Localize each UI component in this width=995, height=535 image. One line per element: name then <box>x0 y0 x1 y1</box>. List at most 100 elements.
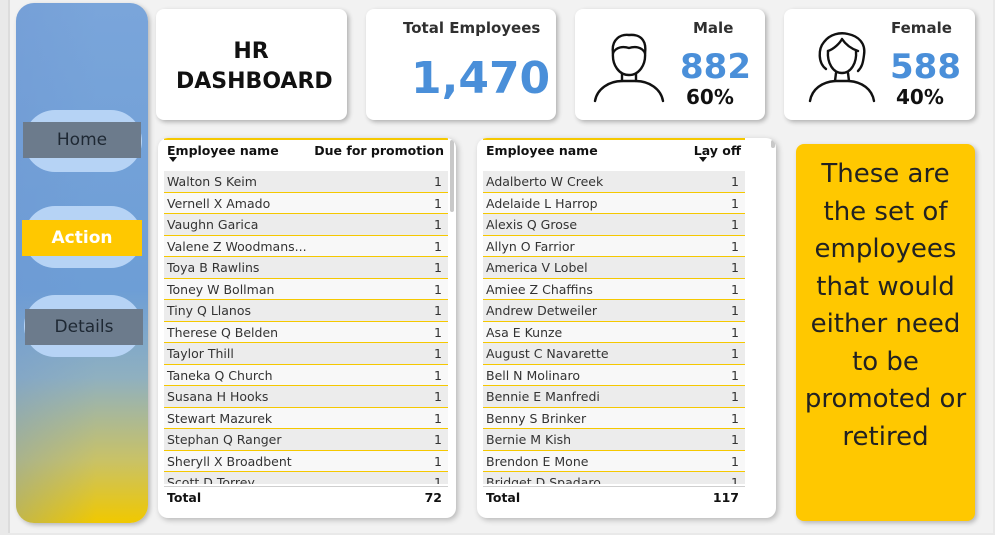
layoff-col-name[interactable]: Employee name <box>486 143 598 158</box>
table-row[interactable]: Amiee Z Chaffins 1 <box>483 278 745 300</box>
sort-desc-icon[interactable] <box>699 157 707 162</box>
promotion-scrollbar[interactable] <box>450 140 454 212</box>
employee-name-cell: Taneka Q Church <box>167 367 273 383</box>
title-card: HR DASHBOARD <box>156 9 347 120</box>
table-row[interactable]: Walton S Keim 1 <box>164 171 448 193</box>
value-cell: 1 <box>434 217 442 232</box>
value-cell: 1 <box>434 453 442 469</box>
info-note-text: These are the set of employees that woul… <box>804 159 967 452</box>
employee-name-cell: Bridget D Spadaro <box>486 475 601 484</box>
promotion-table: Employee name Due for promotion Walton S… <box>158 138 456 518</box>
dashboard-title: HR DASHBOARD <box>176 39 333 94</box>
employee-name-cell: Toya B Rawlins <box>167 260 260 275</box>
table-row[interactable]: Alexis Q Grose 1 <box>483 214 745 236</box>
table-row[interactable]: Vernell X Amado 1 <box>164 192 448 214</box>
table-row[interactable]: Brendon E Mone 1 <box>483 450 745 472</box>
table-row[interactable]: Tiny Q Llanos 1 <box>164 300 448 322</box>
employee-name-cell: Asa E Kunze <box>486 324 563 340</box>
nav-details-button[interactable]: Details <box>25 309 143 345</box>
table-row[interactable]: Benny S Brinker 1 <box>483 407 745 429</box>
employee-name-cell: Stewart Mazurek <box>167 410 273 426</box>
employee-name-cell: Bell N Molinaro <box>486 367 580 383</box>
value-cell: 1 <box>434 238 442 254</box>
nav-action-button[interactable]: Action <box>22 220 142 256</box>
table-row[interactable]: Susana H Hooks 1 <box>164 386 448 408</box>
promotion-total-value: 72 <box>424 490 442 505</box>
table-row[interactable]: Taneka Q Church 1 <box>164 364 448 386</box>
layoff-scrollbar[interactable] <box>771 140 775 148</box>
promotion-total-row: Total 72 <box>164 486 448 508</box>
table-row[interactable]: Adalberto W Creek 1 <box>483 171 745 193</box>
table-row[interactable]: August C Navarette 1 <box>483 343 745 365</box>
employee-name-cell: America V Lobel <box>486 260 588 275</box>
layoff-total-value: 117 <box>712 490 739 505</box>
table-row[interactable]: Scott D Torrey 1 <box>164 472 448 484</box>
employee-name-cell: Vernell X Amado <box>167 195 271 211</box>
value-cell: 1 <box>434 324 442 340</box>
table-row[interactable]: Therese Q Belden 1 <box>164 321 448 343</box>
value-cell: 1 <box>731 346 739 361</box>
value-cell: 1 <box>434 432 442 447</box>
promotion-col-name[interactable]: Employee name <box>167 143 279 158</box>
table-row[interactable]: Taylor Thill 1 <box>164 343 448 365</box>
value-cell: 1 <box>731 367 739 383</box>
male-label: Male <box>693 19 734 37</box>
employee-name-cell: Brendon E Mone <box>486 453 589 469</box>
employee-name-cell: Susana H Hooks <box>167 389 269 404</box>
value-cell: 1 <box>434 346 442 361</box>
value-cell: 1 <box>434 367 442 383</box>
employee-name-cell: Valene Z Woodmans... <box>167 238 307 254</box>
table-row[interactable]: Allyn O Farrior 1 <box>483 235 745 257</box>
table-row[interactable]: Bell N Molinaro 1 <box>483 364 745 386</box>
employee-name-cell: August C Navarette <box>486 346 609 361</box>
value-cell: 1 <box>731 195 739 211</box>
female-card: Female 588 40% <box>784 9 975 120</box>
table-row[interactable]: Andrew Detweiler 1 <box>483 300 745 322</box>
employee-name-cell: Vaughn Garica <box>167 217 259 232</box>
value-cell: 1 <box>434 260 442 275</box>
total-employees-value: 1,470 <box>411 53 551 104</box>
nav-home-button[interactable]: Home <box>23 122 141 158</box>
table-row[interactable]: Sheryll X Broadbent 1 <box>164 450 448 472</box>
layoff-total-label: Total <box>486 490 521 505</box>
employee-name-cell: Walton S Keim <box>167 174 257 189</box>
employee-name-cell: Adalberto W Creek <box>486 174 604 189</box>
table-row[interactable]: Toya B Rawlins 1 <box>164 257 448 279</box>
table-row[interactable]: Bernie M Kish 1 <box>483 429 745 451</box>
table-row[interactable]: Toney W Bollman 1 <box>164 278 448 300</box>
male-avatar-icon <box>593 33 665 103</box>
sort-desc-icon[interactable] <box>169 157 177 162</box>
value-cell: 1 <box>434 281 442 297</box>
promotion-table-rows: Walton S Keim 1 Vernell X Amado 1 Vaughn Gar… <box>164 171 448 484</box>
table-row[interactable]: Stephan Q Ranger 1 <box>164 429 448 451</box>
value-cell: 1 <box>434 475 442 484</box>
value-cell: 1 <box>731 217 739 232</box>
value-cell: 1 <box>731 475 739 484</box>
layoff-table-rows: Adalberto W Creek 1 Adelaide L Harrop 1 Alex… <box>483 171 745 484</box>
layoff-table: Employee name Lay off Adalberto W Creek 1… <box>477 138 776 518</box>
male-card: Male 882 60% <box>575 9 765 120</box>
table-row[interactable]: America V Lobel 1 <box>483 257 745 279</box>
employee-name-cell: Bennie E Manfredi <box>486 389 600 404</box>
table-row[interactable]: Bennie E Manfredi 1 <box>483 386 745 408</box>
employee-name-cell: Taylor Thill <box>167 346 234 361</box>
value-cell: 1 <box>731 303 739 318</box>
employee-name-cell: Sheryll X Broadbent <box>167 453 292 469</box>
table-row[interactable]: Bridget D Spadaro 1 <box>483 472 745 484</box>
value-cell: 1 <box>731 324 739 340</box>
value-cell: 1 <box>731 174 739 189</box>
layoff-col-value[interactable]: Lay off <box>693 143 741 158</box>
employee-name-cell: Andrew Detweiler <box>486 303 598 318</box>
male-percent: 60% <box>686 85 734 109</box>
table-row[interactable]: Stewart Mazurek 1 <box>164 407 448 429</box>
table-row[interactable]: Valene Z Woodmans... 1 <box>164 235 448 257</box>
promotion-total-label: Total <box>167 490 202 505</box>
employee-name-cell: Adelaide L Harrop <box>486 195 598 211</box>
table-row[interactable]: Adelaide L Harrop 1 <box>483 192 745 214</box>
female-value: 588 <box>890 47 961 87</box>
total-employees-label: Total Employees <box>403 19 541 37</box>
table-row[interactable]: Vaughn Garica 1 <box>164 214 448 236</box>
promotion-col-value[interactable]: Due for promotion <box>314 143 444 158</box>
table-row[interactable]: Asa E Kunze 1 <box>483 321 745 343</box>
employee-name-cell: Scott D Torrey <box>167 475 255 484</box>
